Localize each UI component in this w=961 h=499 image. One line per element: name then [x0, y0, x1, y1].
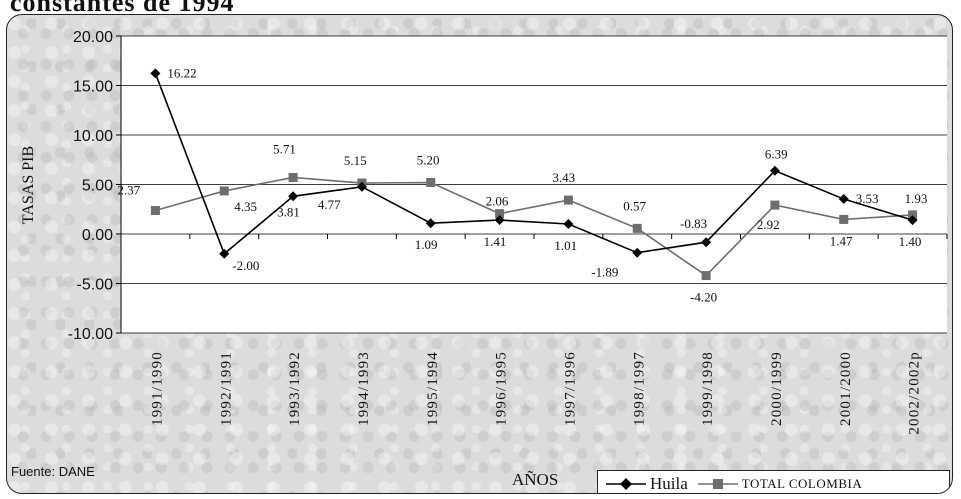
y-tick-labels: -10.00 -5.00 0.00 5.00 10.00 15.00 20.00	[68, 29, 113, 343]
x-tick-label: 1997/1996	[562, 351, 578, 426]
x-axis-title: AÑOS	[512, 470, 559, 489]
point-huila	[563, 219, 574, 230]
data-label-total-colombia: 2.06	[486, 194, 509, 209]
data-label-total-colombia: 2.92	[757, 217, 780, 232]
series-lines	[150, 68, 918, 281]
data-label-total-colombia: -4.20	[690, 290, 717, 305]
data-label-total-colombia: 5.71	[273, 141, 296, 156]
data-label-huila: 16.22	[167, 65, 196, 80]
point-total-colombia	[219, 186, 229, 196]
axes	[116, 35, 948, 334]
data-label-huila: 3.53	[856, 191, 879, 206]
data-label-total-colombia: 0.57	[623, 198, 646, 213]
y-axis-title: TASAS PIB	[20, 146, 37, 224]
data-label-total-colombia: 3.43	[552, 170, 575, 185]
x-tick-label: 2000/1999	[769, 351, 785, 426]
point-total-colombia	[426, 178, 436, 188]
source-note: Fuente: DANE	[11, 464, 95, 479]
x-tick-label: 2001/2000	[838, 351, 854, 426]
y-tick-label: -10.00	[68, 326, 113, 343]
point-total-colombia	[563, 195, 573, 205]
legend-label-total-colombia: TOTAL COLOMBIA	[741, 475, 863, 491]
x-tick-label: 1995/1994	[425, 351, 441, 426]
data-labels: 16.22 2.37 -2.00 4.35 3.81 5.71 4.77 5.15 1.09 5.…	[117, 65, 927, 304]
legend-item-huila: Huila	[606, 474, 688, 494]
data-label-total-colombia: 1.47	[830, 233, 853, 248]
x-tick-label: 1993/1992	[287, 351, 303, 426]
point-huila	[219, 248, 230, 259]
data-label-total-colombia: 4.35	[234, 199, 257, 214]
data-label-total-colombia: 5.20	[417, 153, 440, 168]
chart-legend: Huila TOTAL COLOMBIA	[597, 470, 950, 494]
x-tick-label: 2002/2002p	[907, 351, 923, 435]
point-total-colombia	[839, 214, 849, 224]
data-label-huila: 3.81	[277, 204, 300, 219]
data-label-huila: -2.00	[232, 258, 259, 273]
data-label-total-colombia: 2.37	[117, 183, 140, 198]
point-huila	[632, 247, 643, 258]
point-huila	[288, 191, 299, 202]
line-chart: -10.00 -5.00 0.00 5.00 10.00 15.00 20.00 1991/…	[20, 29, 948, 435]
point-huila	[701, 237, 712, 248]
series-line-total-colombia	[155, 176, 913, 277]
page-title-fragment: constantes de 1994	[10, 0, 235, 17]
x-tick-label: 1991/1990	[149, 351, 165, 426]
y-tick-label: 5.00	[82, 178, 113, 195]
data-label-huila: 6.39	[765, 147, 788, 162]
x-tick-label: 1999/1998	[700, 351, 716, 426]
point-huila	[769, 165, 780, 176]
point-total-colombia	[150, 206, 160, 216]
data-label-huila: 1.01	[554, 238, 577, 253]
y-tick-label: 15.00	[73, 79, 113, 96]
point-total-colombia	[770, 200, 780, 210]
legend-swatch-diamond-icon	[606, 477, 646, 490]
point-total-colombia	[495, 209, 505, 219]
data-label-huila: 4.77	[318, 197, 341, 212]
y-tick-label: 0.00	[82, 227, 113, 244]
series-line-huila	[154, 73, 913, 256]
data-label-total-colombia: 1.93	[905, 191, 928, 206]
legend-label-huila: Huila	[650, 473, 688, 493]
y-tick-label: -5.00	[77, 277, 114, 294]
data-label-huila: -1.89	[591, 265, 618, 280]
point-huila	[838, 194, 849, 205]
point-total-colombia	[701, 271, 711, 281]
point-huila	[150, 68, 161, 79]
point-huila	[494, 215, 505, 226]
point-total-colombia	[908, 210, 918, 220]
x-tick-label: 1996/1995	[494, 351, 510, 426]
legend-item-colombia: TOTAL COLOMBIA	[697, 475, 863, 492]
point-huila	[356, 181, 367, 192]
data-label-huila: -0.83	[680, 216, 707, 231]
data-label-huila: 1.41	[484, 234, 507, 249]
x-tick-label: 1998/1997	[631, 351, 647, 426]
y-tick-label: 20.00	[73, 29, 113, 46]
point-total-colombia	[632, 223, 642, 233]
y-tick-label: 10.00	[73, 128, 113, 145]
point-huila	[907, 215, 918, 226]
data-label-total-colombia: 5.15	[344, 153, 367, 168]
point-total-colombia	[288, 172, 298, 182]
x-tick-labels: 1991/1990 1992/1991 1993/1992 1994/1993 1995…	[149, 351, 922, 435]
point-huila	[425, 218, 436, 229]
legend-swatch-square-icon	[697, 478, 738, 489]
x-tick-label: 1992/1991	[218, 351, 234, 426]
data-label-huila: 1.40	[899, 234, 922, 249]
chart-frame: -10.00 -5.00 0.00 5.00 10.00 15.00 20.00 1991/…	[6, 14, 953, 494]
data-label-huila: 1.09	[415, 237, 438, 252]
gridlines	[121, 35, 947, 334]
x-tick-label: 1994/1993	[356, 351, 372, 426]
